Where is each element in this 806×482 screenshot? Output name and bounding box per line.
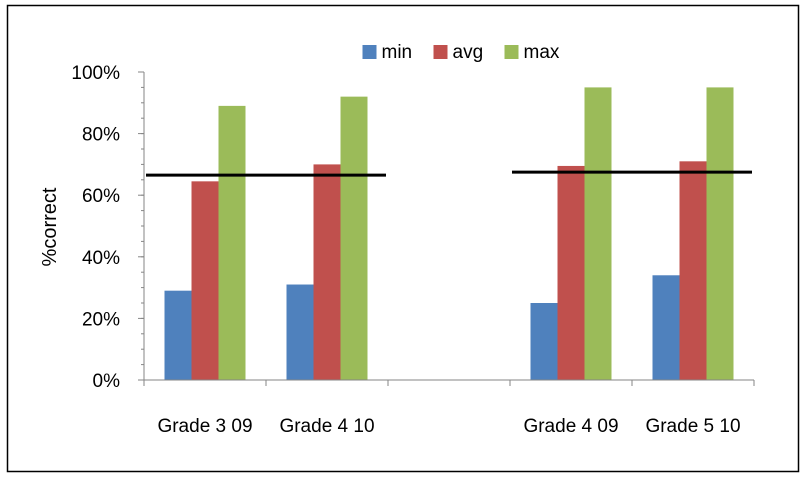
bar-min	[164, 290, 192, 380]
legend: min avg max	[362, 42, 560, 63]
y-tick-label: 0%	[93, 371, 121, 392]
bar-max	[584, 87, 612, 381]
bar-avg	[679, 161, 707, 380]
bar-avg	[557, 165, 585, 380]
y-tick-label: 20%	[82, 309, 120, 330]
bar-min	[652, 275, 680, 380]
bar-avg	[313, 164, 341, 380]
x-tick-label: Grade 3 09	[157, 416, 252, 437]
legend-label-max: max	[524, 42, 560, 63]
y-tick-label: 60%	[82, 186, 120, 207]
bar-min	[286, 284, 314, 380]
bars	[164, 87, 734, 381]
legend-label-min: min	[382, 42, 413, 63]
x-tick-label: Grade 4 10	[279, 416, 374, 437]
bar-max	[706, 87, 734, 381]
x-tick-label: Grade 4 09	[523, 416, 618, 437]
y-axis-title: %correct	[39, 187, 61, 266]
reference-lines	[146, 170, 752, 177]
x-tick-label: Grade 5 10	[645, 416, 740, 437]
y-tick-label: 100%	[71, 63, 120, 84]
bar-max	[340, 96, 368, 380]
legend-label-avg: avg	[453, 42, 484, 63]
y-tick-label: 80%	[82, 125, 120, 146]
legend-swatch-avg	[433, 45, 448, 59]
chart-border	[6, 4, 800, 473]
y-axis: 0% 20% 40% 60% 80% 100%	[71, 63, 145, 392]
legend-swatch-min	[362, 45, 377, 59]
x-axis: Grade 3 09 Grade 4 10 Grade 4 09 Grade 5 10	[143, 379, 755, 437]
bar-max	[218, 105, 246, 380]
y-tick-label: 40%	[82, 248, 120, 269]
legend-swatch-max	[504, 45, 519, 59]
bar-avg	[191, 181, 219, 380]
bar-min	[530, 303, 558, 380]
